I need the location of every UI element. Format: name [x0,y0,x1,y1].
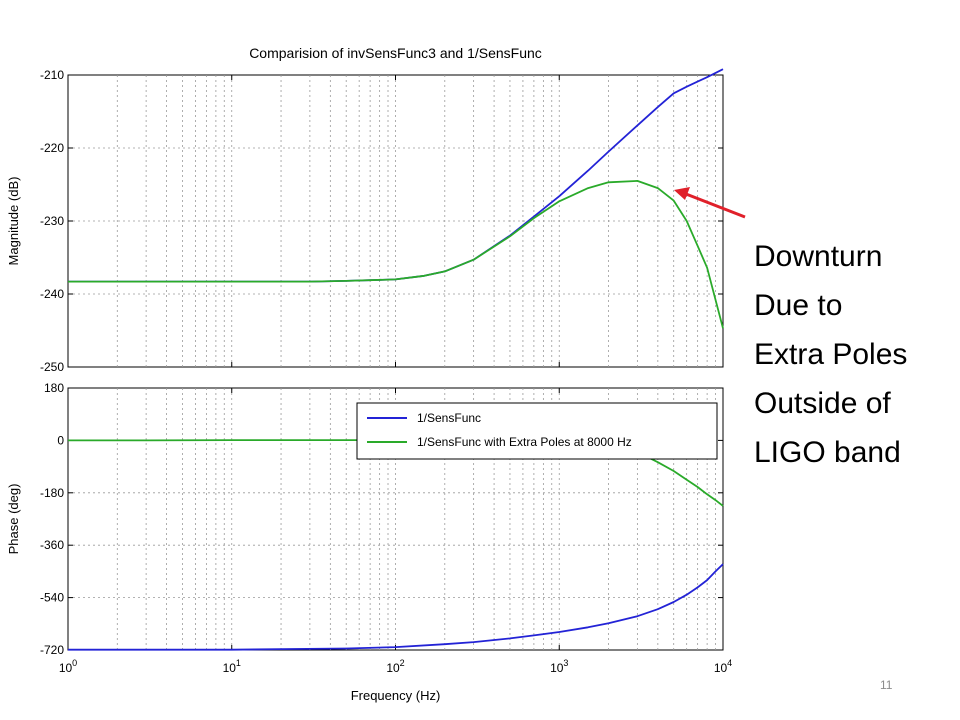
y-tick-label: -240 [40,287,64,301]
y-tick-label: -210 [40,68,64,82]
callout-line-3: Extra Poles [754,338,908,371]
legend-box [356,402,718,460]
y-tick-label: -250 [40,360,64,374]
x-tick-label: 104 [714,658,732,675]
y-tick-label: -360 [40,538,64,552]
arrow-shaft [685,192,746,219]
x-tick-label: 102 [386,658,404,675]
arrow-head [674,187,690,200]
callout-arrow [674,187,746,219]
y-tick-label: -230 [40,214,64,228]
chart-title: Comparision of invSensFunc3 and 1/SensFu… [249,45,542,61]
legend-label: 1/SensFunc [417,411,481,425]
y-tick-label: -540 [40,591,64,605]
slide-number: 11 [880,678,893,692]
x-tick-label: 103 [550,658,568,675]
callout-line-4: Outside of [754,387,891,420]
callout-line-1: Downturn [754,240,883,273]
y-axis-title: Phase (deg) [6,484,21,555]
magnitude-panel: -250 -240 -230 -220 -210 Magnitude (dB) Compar… [6,45,724,374]
legend-label: 1/SensFunc with Extra Poles at 8000 Hz [417,435,632,449]
phase-panel: -720 -540 -360 -180 0 180 Phase (deg) 100 101 102… [6,381,732,703]
x-axis-title: Frequency (Hz) [351,688,441,703]
y-axis-title: Magnitude (dB) [6,177,21,266]
series-line-1 [68,563,724,651]
y-tick-label: 0 [57,433,64,447]
callout-text: Downturn Due to Extra Poles Outside of L… [754,232,954,477]
y-tick-label: -720 [40,643,64,657]
callout-line-5: LIGO band [754,436,901,469]
callout-line-2: Due to [754,289,843,322]
y-tick-label: -220 [40,141,64,155]
y-tick-label: -180 [40,486,64,500]
series-line-2 [68,179,724,329]
y-tick-label: 180 [44,381,64,395]
x-tick-label: 100 [59,658,77,675]
x-tick-label: 101 [223,658,241,675]
